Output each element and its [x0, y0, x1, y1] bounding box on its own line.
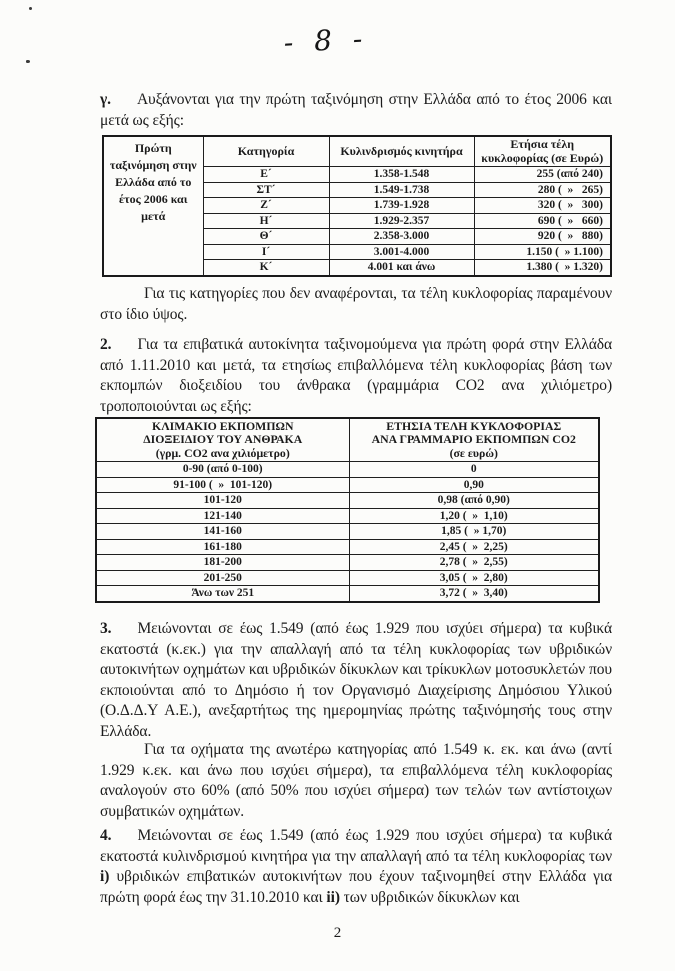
table-cell: 2,45 ( » 2,25) — [348, 538, 600, 555]
paragraph-number: 4. — [100, 827, 112, 844]
table-cell: 2.358-3.000 — [328, 228, 475, 245]
co2-emissions-tax-table-body: ΚΛΙΜΑΚΙΟ ΕΚΠΟΜΠΩΝ ΔΙΟΞΕΙΔΙΟΥ ΤΟΥ ΑΝΘΡΑΚΑ… — [95, 417, 600, 602]
footer-page-number: 2 — [333, 925, 342, 941]
table-cell: 320 ( » 300) — [473, 197, 612, 214]
paragraph-text: Μειώνονται σε έως 1.549 (από έως 1.929 π… — [100, 620, 612, 740]
table-cell: 101-120 — [95, 492, 350, 509]
table-cell: 920 ( » 880) — [473, 228, 612, 245]
table-cell: 0,98 (από 0,90) — [348, 492, 600, 509]
table-row: 141-160 1,85 ( » 1,70) — [95, 523, 600, 540]
table-cell: 181-200 — [95, 554, 350, 571]
table-cell: 3.001-4.000 — [328, 243, 475, 260]
table-cell: 690 ( » 660) — [473, 212, 612, 229]
table-row: 0-90 (από 0-100) 0 — [95, 461, 600, 478]
table-row: Ζ´ 1.739-1.928 320 ( » 300) — [103, 197, 612, 214]
table-row: Κ´ 4.001 και άνω 1.380 ( » 1.320) — [103, 259, 612, 276]
column-header-engine-cc: Κυλινδρισμός κινητήρα — [328, 135, 475, 167]
table-cell: 0,90 — [348, 476, 600, 493]
table-cell: Κ´ — [202, 259, 330, 276]
table-cell: 121-140 — [95, 507, 350, 524]
table-cell: 201-250 — [95, 569, 350, 586]
table-cell: 1.380 ( » 1.320) — [473, 259, 612, 276]
table-cell: Θ´ — [202, 228, 330, 245]
table-row-label: Πρώτη ταξινόμηση στην Ελλάδα από το έτος… — [102, 135, 204, 276]
table-row: 181-200 2,78 ( » 2,55) — [95, 554, 600, 571]
table-cell: 141-160 — [95, 523, 350, 540]
table-cell: 1.150 ( » 1.100) — [473, 243, 612, 260]
paragraph-categories-note: Για τις κατηγορίες που δεν αναφέρονται, … — [100, 285, 612, 323]
table-row: 101-120 0,98 (από 0,90) — [95, 492, 600, 509]
table-cell: 3,72 ( » 3,40) — [348, 585, 600, 602]
paragraph-3-continuation: Για τα οχήματα της ανωτέρω κατηγορίας απ… — [100, 741, 612, 820]
table-row: Η´ 1.929-2.357 690 ( » 660) — [103, 212, 612, 229]
table-row: 161-180 2,45 ( » 2,25) — [95, 538, 600, 555]
table-header-row: Πρώτη ταξινόμηση στην Ελλάδα από το έτος… — [102, 135, 612, 276]
table-cell: 0-90 (από 0-100) — [95, 461, 350, 478]
table-cell: 161-180 — [95, 538, 350, 555]
table-row: Άνω των 251 3,72 ( » 3,40) — [95, 585, 600, 602]
scan-speck — [29, 7, 32, 10]
paragraph-gamma: γ. Αυξάνονται για την πρώτη ταξινόμηση στ… — [100, 90, 612, 131]
column-header-fee-per-gram: ΕΤΗΣΙΑ ΤΕΛΗ ΚΥΚΛΟΦΟΡΙΑΣ ΑΝΑ ΓΡΑΜΜΑΡΙΟ ΕΚ… — [348, 417, 600, 462]
paragraph-number: γ. — [100, 91, 111, 108]
table-cell: ΣΤ´ — [202, 181, 330, 198]
table-row: Ε´ 1.358-1.548 255 (από 240) — [103, 166, 612, 183]
table-row: 201-250 3,05 ( » 2,80) — [95, 569, 600, 586]
column-header-emissions-bracket: ΚΛΙΜΑΚΙΟ ΕΚΠΟΜΠΩΝ ΔΙΟΞΕΙΔΙΟΥ ΤΟΥ ΑΝΘΡΑΚΑ… — [95, 417, 350, 462]
table-cell: 1.358-1.548 — [328, 166, 475, 183]
table-header-row: ΚΛΙΜΑΚΙΟ ΕΚΠΟΜΠΩΝ ΔΙΟΞΕΙΔΙΟΥ ΤΟΥ ΑΝΘΡΑΚΑ… — [95, 417, 600, 462]
paragraph-3: 3. Μειώνονται σε έως 1.549 (από έως 1.929… — [100, 619, 612, 742]
table-cell: 255 (από 240) — [473, 166, 612, 183]
table-cell: 2,78 ( » 2,55) — [348, 554, 600, 571]
paragraph-text: Αυξάνονται για την πρώτη ταξινόμηση στην… — [100, 91, 612, 129]
table-cell: Ζ´ — [202, 197, 330, 214]
paragraph-4: 4. Μειώνονται σε έως 1.549 (από έως 1.929… — [100, 826, 612, 908]
registration-tax-table-body: Πρώτη ταξινόμηση στην Ελλάδα από το έτος… — [102, 135, 612, 276]
table-cell: 1.549-1.738 — [328, 181, 475, 198]
scan-speck — [26, 60, 30, 63]
paragraph-number: 2. — [100, 336, 112, 353]
table-cell: Η´ — [202, 212, 330, 229]
paragraph-text: Για τα επιβατικά αυτοκίνητα ταξινομούμεν… — [100, 336, 612, 415]
table-cell: 1,20 ( » 1,10) — [348, 507, 600, 524]
table-cell: 1.739-1.928 — [328, 197, 475, 214]
paragraph-2: 2. Για τα επιβατικά αυτοκίνητα ταξινομούμ… — [100, 335, 612, 417]
table-row: 91-100 ( » 101-120) 0,90 — [95, 476, 600, 493]
column-header-category: Κατηγορία — [202, 135, 330, 167]
table-cell: Άνω των 251 — [95, 585, 350, 602]
table-cell: Ι´ — [202, 243, 330, 260]
table-cell: 1,85 ( » 1,70) — [348, 523, 600, 540]
table-cell: 91-100 ( » 101-120) — [95, 476, 350, 493]
table-cell: Ε´ — [202, 166, 330, 183]
co2-emissions-tax-table: ΚΛΙΜΑΚΙΟ ΕΚΠΟΜΠΩΝ ΔΙΟΞΕΙΔΙΟΥ ΤΟΥ ΑΝΘΡΑΚΑ… — [95, 417, 600, 603]
table-cell: 0 — [348, 461, 600, 478]
table-cell: 3,05 ( » 2,80) — [348, 569, 600, 586]
table-cell: 280 ( » 265) — [473, 181, 612, 198]
registration-tax-table: Πρώτη ταξινόμηση στην Ελλάδα από το έτος… — [102, 135, 612, 277]
column-header-annual-fees: Ετήσια τέλη κυκλοφορίας (σε Ευρώ) — [473, 135, 612, 167]
table-cell: 1.929-2.357 — [328, 212, 475, 229]
handwritten-page-number: - 8 - — [282, 21, 370, 60]
paragraph-number: 3. — [100, 620, 112, 637]
paragraph-text: Μειώνονται σε έως 1.549 (από έως 1.929 π… — [100, 827, 612, 906]
table-row: 121-140 1,20 ( » 1,10) — [95, 507, 600, 524]
table-cell: 4.001 και άνω — [328, 259, 475, 276]
table-row: Θ´ 2.358-3.000 920 ( » 880) — [103, 228, 612, 245]
